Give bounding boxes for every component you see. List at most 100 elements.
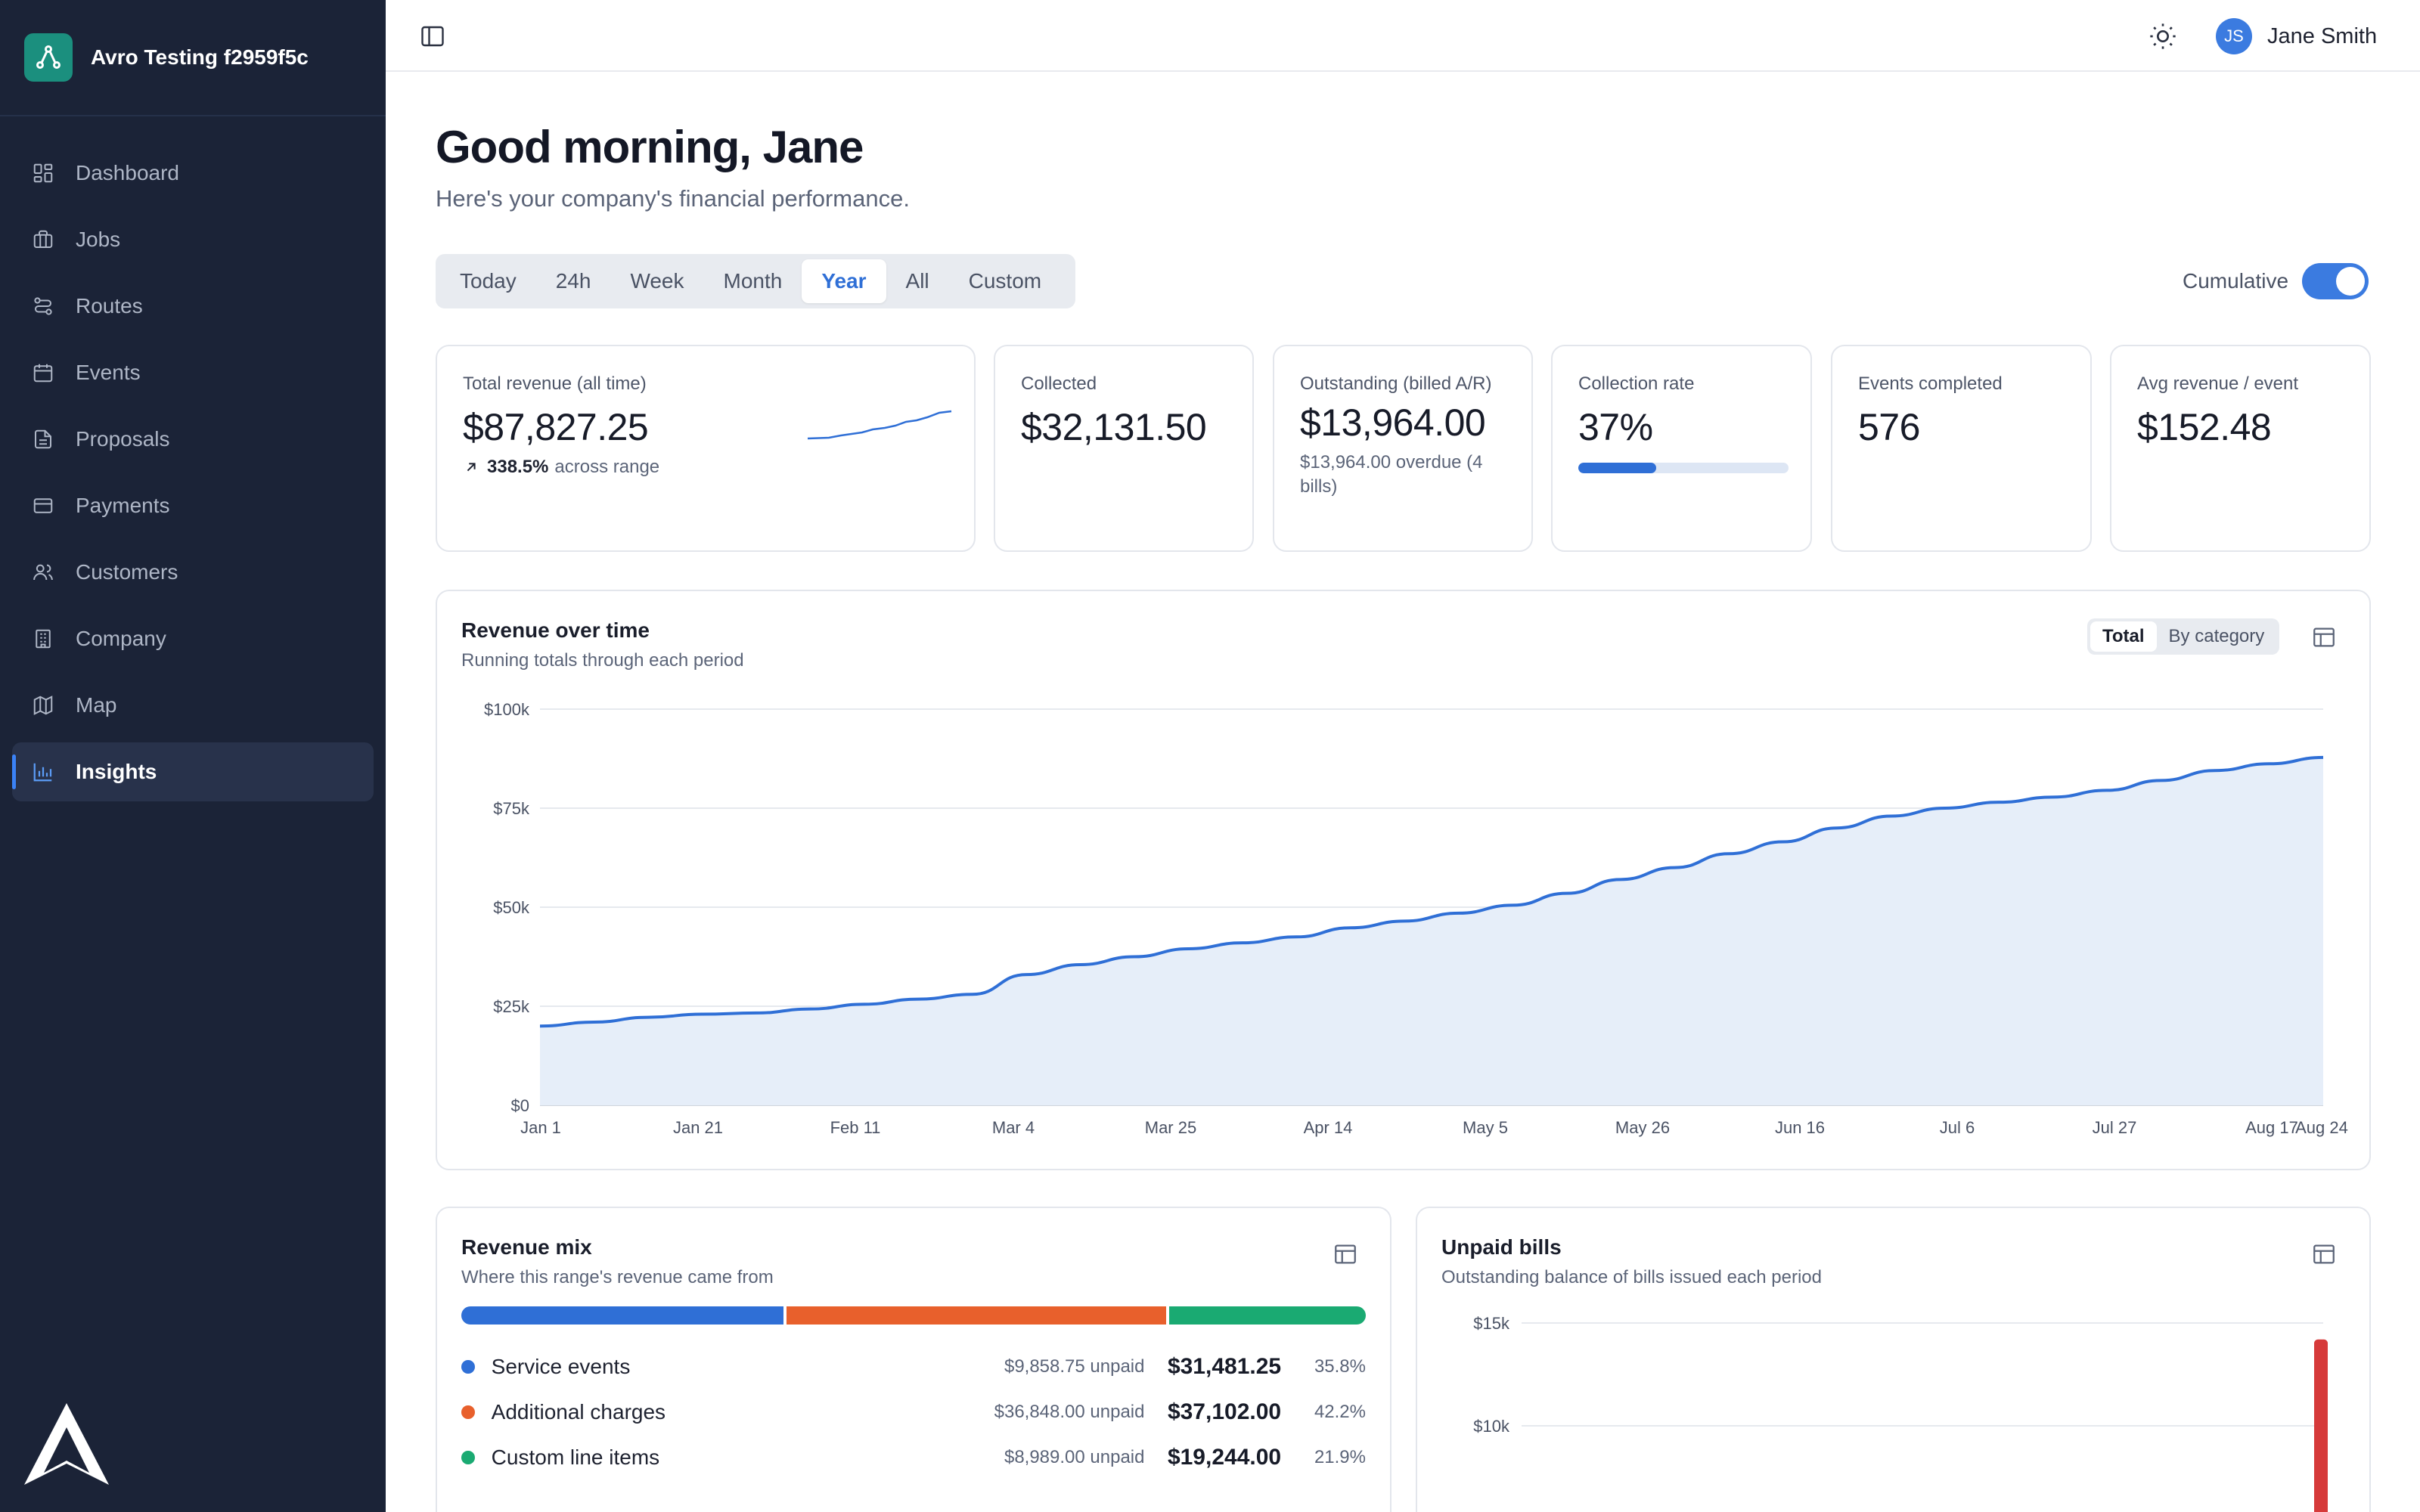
topbar: JS Jane Smith [386, 0, 2420, 72]
kpi-events-completed: Events completed 576 [1831, 345, 2092, 552]
revenue-line [539, 755, 2324, 1028]
kpi-change: 338.5% across range [463, 457, 948, 478]
table-view-icon[interactable] [2311, 1241, 2337, 1267]
x-tick-label: Feb 11 [830, 1118, 881, 1137]
x-tick-label: Jul 27 [2093, 1118, 2137, 1137]
x-tick-label: Mar 25 [1145, 1118, 1196, 1137]
x-tick-label: Jun 16 [1775, 1118, 1825, 1137]
toggle-total[interactable]: Total [2090, 621, 2157, 652]
sparkline [807, 410, 952, 440]
table-view-icon[interactable] [1333, 1241, 1358, 1267]
brand-name: Avro Testing f2959f5c [91, 45, 309, 69]
revenue-chart: $0 $25k $50k $75k $100k Jan 1 Jan 21 Feb 11 Mar … [484, 700, 2348, 1137]
kpi-label: Collected [1021, 373, 1097, 394]
kpi-value: $13,964.00 [1300, 401, 1486, 444]
toggle-by-category[interactable]: By category [2168, 626, 2265, 646]
kpi-change-text: across range [554, 457, 660, 477]
y-tick-label: $10k [1473, 1417, 1510, 1436]
panel-subtitle: Outstanding balance of bills issued each… [1441, 1267, 1822, 1287]
sidebar-item-company[interactable]: Company [12, 609, 374, 668]
y-tick-label: $25k [493, 997, 530, 1016]
kpi-label: Outstanding (billed A/R) [1300, 373, 1492, 394]
range-tab-all[interactable]: All [905, 269, 929, 293]
sidebar-item-insights[interactable]: Insights [12, 742, 374, 801]
mix-bar-segment [1168, 1306, 1366, 1325]
sidebar-item-label: Payments [76, 494, 170, 517]
range-tab-24h[interactable]: 24h [555, 269, 591, 293]
panel-subtitle: Where this range's revenue came from [461, 1267, 774, 1287]
kpi-value: $152.48 [2137, 406, 2272, 448]
sun-icon[interactable] [2148, 21, 2178, 51]
revenue-area [540, 757, 2323, 1105]
x-tick-label: Jan 1 [520, 1118, 561, 1137]
brand[interactable]: Avro Testing f2959f5c [24, 33, 309, 82]
route-icon [30, 293, 56, 319]
user-name: Jane Smith [2267, 23, 2378, 48]
sidebar-item-label: Events [76, 361, 141, 384]
range-tab-custom[interactable]: Custom [968, 269, 1042, 293]
revenue-mix-panel: Revenue mix Where this range's revenue c… [436, 1207, 1392, 1512]
sidebar-item-dashboard[interactable]: Dashboard [12, 144, 374, 203]
mix-pct: 21.9% [1314, 1447, 1366, 1467]
kpi-label: Total revenue (all time) [463, 373, 647, 394]
mix-unpaid: $36,848.00 unpaid [994, 1402, 1145, 1422]
mix-name: Service events [491, 1355, 631, 1378]
map-icon [30, 692, 56, 718]
y-tick-label: $15k [1473, 1314, 1510, 1333]
sidebar-item-label: Dashboard [76, 161, 179, 184]
sidebar-item-routes[interactable]: Routes [12, 277, 374, 336]
kpi-total-revenue: Total revenue (all time) $87,827.25 338.… [436, 345, 976, 552]
x-tick-label: Aug 17 [2245, 1118, 2298, 1137]
revenue-mix-bar [461, 1306, 1366, 1325]
sidebar-item-events[interactable]: Events [12, 343, 374, 402]
x-tick-label: Aug 24 [2295, 1118, 2348, 1137]
sidebar: Avro Testing f2959f5c Dashboard Jobs R [0, 0, 386, 1512]
list-item: Service events $9,858.75 unpaid $31,481.… [461, 1344, 1366, 1390]
sidebar-divider [0, 115, 386, 116]
sidebar-item-jobs[interactable]: Jobs [12, 210, 374, 269]
sidebar-item-label: Routes [76, 294, 143, 318]
sidebar-toggle-icon[interactable] [419, 23, 446, 50]
sidebar-item-label: Insights [76, 760, 157, 783]
page-subtitle: Here's your company's financial performa… [436, 185, 910, 212]
toggle-knob [2336, 267, 2366, 296]
table-view-icon[interactable] [2311, 624, 2337, 650]
range-tab-month[interactable]: Month [723, 269, 783, 293]
users-icon [30, 559, 56, 585]
range-tab-today[interactable]: Today [460, 269, 517, 293]
sidebar-item-payments[interactable]: Payments [12, 476, 374, 535]
mix-unpaid: $8,989.00 unpaid [1004, 1447, 1145, 1467]
revenue-view-toggle: Total By category [2087, 618, 2280, 655]
mix-pct: 35.8% [1314, 1356, 1366, 1377]
kpi-collected: Collected $32,131.50 [994, 345, 1254, 552]
revenue-mix-list: Service events $9,858.75 unpaid $31,481.… [461, 1344, 1366, 1480]
legend-dot [461, 1451, 475, 1464]
mix-amount: $19,244.00 [1167, 1445, 1282, 1470]
kpi-value: 576 [1858, 406, 1920, 448]
arrow-up-right-icon [467, 463, 476, 472]
kpi-collection-rate: Collection rate 37% [1551, 345, 1812, 552]
panel-subtitle: Running totals through each period [461, 650, 744, 671]
unpaid-bills-panel: Unpaid bills Outstanding balance of bill… [1416, 1207, 2371, 1512]
kpi-avg-revenue: Avg revenue / event $152.48 [2110, 345, 2371, 552]
sidebar-item-label: Customers [76, 560, 178, 584]
sidebar-item-map[interactable]: Map [12, 676, 374, 735]
user-menu[interactable]: JS Jane Smith [2216, 17, 2377, 56]
mix-unpaid: $9,858.75 unpaid [1004, 1356, 1145, 1377]
range-tab-year[interactable]: Year [802, 259, 886, 303]
cumulative-toggle[interactable] [2302, 263, 2369, 299]
range-tabs: Today 24h Week Month Year All Custom [436, 254, 1075, 308]
sidebar-item-label: Company [76, 627, 166, 650]
mix-amount: $31,481.25 [1167, 1354, 1282, 1379]
x-tick-label: May 5 [1463, 1118, 1508, 1137]
mix-name: Additional charges [491, 1400, 666, 1424]
mix-pct: 42.2% [1314, 1402, 1366, 1422]
y-tick-label: $100k [484, 700, 530, 719]
range-tab-week[interactable]: Week [630, 269, 684, 293]
y-tick-label: $75k [493, 799, 530, 818]
sidebar-item-label: Jobs [76, 228, 121, 251]
sidebar-item-customers[interactable]: Customers [12, 543, 374, 602]
sidebar-item-proposals[interactable]: Proposals [12, 410, 374, 469]
y-tick-label: $0 [511, 1096, 529, 1115]
briefcase-icon [30, 227, 56, 253]
